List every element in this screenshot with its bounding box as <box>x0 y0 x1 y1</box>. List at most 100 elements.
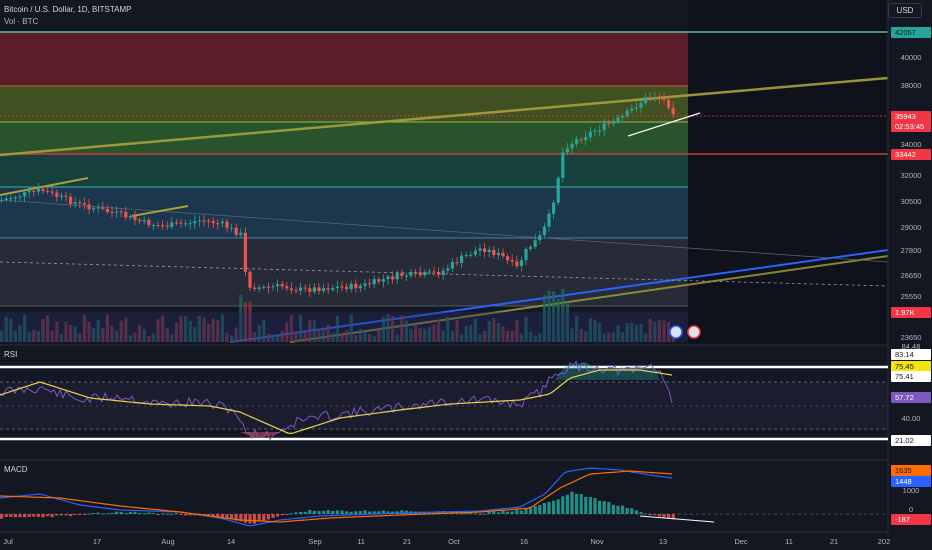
volume-indicator-label[interactable]: Vol · BTC <box>4 17 39 26</box>
candle <box>101 207 105 209</box>
macd-histogram-bar <box>87 513 91 515</box>
rsi-panel-title[interactable]: RSI <box>4 350 18 359</box>
time-axis-label: 16 <box>519 537 529 546</box>
rsi-band <box>0 382 888 429</box>
volume-bar <box>73 326 77 342</box>
candle <box>27 190 31 193</box>
macd-histogram-bar <box>312 510 316 514</box>
volume-bar <box>335 315 339 342</box>
time-axis-label: Dec <box>734 537 748 546</box>
candle <box>450 262 454 269</box>
volume-bar <box>119 320 123 342</box>
candle <box>124 212 128 218</box>
candle <box>317 287 321 292</box>
candle <box>598 130 602 132</box>
volume-bar <box>639 324 643 342</box>
volume-bar <box>625 323 629 342</box>
macd-histogram-bar <box>634 510 638 514</box>
candle <box>593 130 597 132</box>
volume-bar <box>386 314 390 342</box>
macd-histogram-bar <box>533 505 537 514</box>
macd-histogram-bar <box>243 514 247 523</box>
volume-bar <box>492 318 496 342</box>
candle <box>345 286 349 290</box>
macd-histogram-bar <box>4 514 8 517</box>
candle <box>529 246 533 249</box>
volume-bar <box>561 289 565 342</box>
candle <box>506 256 510 261</box>
candle <box>202 220 206 222</box>
macd-histogram-bar <box>501 510 505 514</box>
volume-bar <box>133 332 137 342</box>
macd-histogram-bar <box>473 513 477 515</box>
macd-histogram-bar <box>262 514 266 522</box>
macd-histogram-bar <box>142 513 146 515</box>
price-axis-label: 40000 <box>900 53 922 62</box>
macd-histogram-bar <box>496 512 500 514</box>
candle <box>524 248 528 261</box>
candle <box>18 196 22 198</box>
macd-histogram-bar <box>630 508 634 514</box>
symbol-title[interactable]: Bitcoin / U.S. Dollar, 1D, BITSTAMP <box>4 5 132 14</box>
volume-bar <box>27 331 31 342</box>
volume-bar <box>115 330 119 342</box>
macd-histogram-bar <box>64 514 68 516</box>
macd-histogram-bar <box>55 514 59 516</box>
macd-histogram-bar <box>299 511 303 514</box>
candle <box>648 97 652 99</box>
candle <box>225 221 229 228</box>
macd-histogram-bar <box>506 511 510 514</box>
candle <box>432 271 436 273</box>
macd-histogram-bar <box>133 511 137 514</box>
volume-bar <box>239 294 243 342</box>
volume-bar <box>82 314 86 342</box>
candle <box>607 123 611 125</box>
candle <box>170 222 174 227</box>
macd-histogram-bar <box>170 513 174 515</box>
volume-bar <box>110 325 114 342</box>
candle <box>340 286 344 288</box>
volume-bar <box>9 318 13 342</box>
fib-zone-3 <box>0 154 688 187</box>
candle <box>322 288 326 292</box>
volume-bar <box>648 318 652 342</box>
macd-histogram-bar <box>340 510 344 514</box>
fib-zone-5 <box>0 238 688 306</box>
short-trendline <box>0 177 89 196</box>
time-axis-label: 21 <box>829 537 839 546</box>
candle <box>634 107 638 109</box>
macd-histogram-bar <box>575 493 579 514</box>
volume-bar <box>409 328 413 342</box>
volume-bar <box>524 316 528 342</box>
candle <box>519 260 523 267</box>
volume-bar <box>616 325 620 342</box>
macd-histogram-bar <box>280 514 284 516</box>
macd-panel-title[interactable]: MACD <box>4 465 28 474</box>
candle <box>602 123 606 131</box>
macd-histogram-bar <box>662 514 666 518</box>
candle <box>299 287 303 291</box>
volume-bar <box>584 331 588 342</box>
candle <box>133 216 137 220</box>
macd-histogram-bar <box>492 511 496 514</box>
candle <box>552 202 556 214</box>
candle <box>501 252 505 257</box>
volume-bar <box>529 331 533 342</box>
candle <box>257 287 261 289</box>
candle <box>469 254 473 256</box>
macd-histogram-bar <box>519 510 523 514</box>
price-axis-label: 25550 <box>900 292 922 301</box>
macd-histogram-bar <box>561 496 565 514</box>
macd-histogram-bar <box>308 510 312 514</box>
volume-bar <box>285 322 289 342</box>
candle <box>349 283 353 290</box>
candle <box>216 223 220 225</box>
currency-button[interactable]: USD <box>888 3 922 18</box>
macd-histogram-bar <box>616 505 620 514</box>
macd-histogram-bar <box>657 514 661 517</box>
macd-histogram-bar <box>588 497 592 514</box>
time-axis-label: Oct <box>448 537 460 546</box>
macd-histogram-bar <box>460 513 464 515</box>
